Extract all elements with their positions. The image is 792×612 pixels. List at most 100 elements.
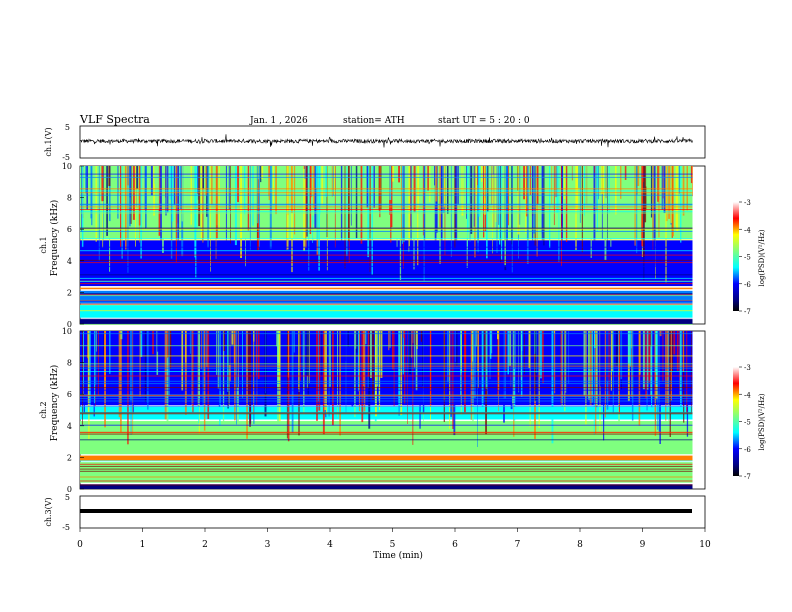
spectrogram-streak	[309, 166, 312, 234]
spectrogram-streak	[340, 166, 343, 250]
spectrogram-streak	[458, 331, 460, 404]
spectrogram-streak	[556, 166, 559, 214]
spectrogram-streak	[529, 331, 531, 427]
spectrogram-streak	[86, 166, 88, 210]
spectrogram-streak	[308, 331, 310, 383]
spectrogram-streak	[601, 166, 603, 194]
colorbar-tick-label: -3	[744, 364, 751, 372]
spectrogram-streak	[658, 166, 660, 238]
spectrogram-band	[80, 455, 693, 461]
xtick-label: 9	[640, 540, 646, 550]
ch1-waveform-panel: 5 -5 ch.1(V)	[44, 123, 706, 162]
spectrogram-streak	[304, 166, 306, 179]
spectrogram-streak	[467, 166, 469, 233]
spectrogram-streak	[258, 331, 260, 379]
spectrogram-streak	[145, 166, 147, 228]
spectrogram-streak	[356, 331, 358, 353]
colorbar-tick-label: -7	[744, 473, 751, 481]
spectrogram-streak	[255, 166, 256, 177]
spectrogram-streak	[324, 331, 326, 410]
spectrogram-streak	[333, 166, 335, 195]
spectrogram-streak	[96, 331, 97, 352]
spectrogram-streak	[440, 166, 443, 256]
colorbar-tick-label: -5	[744, 254, 751, 262]
spectrogram-streak	[521, 331, 523, 351]
spectrogram-streak	[178, 331, 180, 358]
spectrogram-streak	[610, 331, 612, 391]
spectrogram-streak	[540, 331, 542, 379]
spectrogram-streak	[372, 331, 374, 401]
spectrogram-streak	[207, 331, 210, 419]
spectrogram-streak	[563, 166, 566, 200]
spectrogram-streak	[507, 331, 509, 375]
spectrogram-streak	[519, 331, 522, 372]
spectrogram-streak	[447, 166, 449, 214]
spectrogram-streak	[109, 331, 111, 374]
spectrogram-streak	[493, 166, 495, 228]
spectrogram-streak	[350, 166, 352, 226]
spectrogram-streak	[413, 166, 415, 270]
spectrogram-streak	[644, 166, 647, 223]
xtick-label: 8	[577, 540, 583, 550]
spectrogram-streak	[389, 331, 391, 348]
spectrogram-streak	[377, 331, 378, 387]
spectrogram-streak	[444, 166, 446, 255]
spectrogram-streak	[154, 166, 156, 184]
spectrogram-band	[80, 305, 693, 318]
spectrogram-line	[80, 380, 693, 382]
spectrogram-streak	[403, 331, 405, 338]
spectrogram-line	[80, 300, 693, 302]
spectrogram-streak	[200, 166, 203, 240]
colorbar-tick-label: -3	[744, 199, 751, 207]
spectrogram-line	[80, 203, 693, 205]
spectrogram-streak	[483, 166, 485, 238]
spectrogram-streak	[479, 331, 481, 389]
spectrogram-streak	[411, 331, 412, 358]
spectrogram-streak	[476, 166, 478, 196]
spectrogram-line	[80, 227, 693, 229]
ch2-colorbar-ticks: -3 -4 -5 -6 -7	[739, 364, 751, 481]
spectrogram-streak	[310, 166, 313, 198]
spectrogram-streak	[511, 166, 513, 273]
xtick-label: 3	[265, 540, 271, 550]
spectrogram-streak	[477, 166, 478, 186]
spectrogram-streak	[523, 166, 525, 200]
colorbar-tick-label: -6	[744, 446, 751, 454]
spectrogram-streak	[347, 331, 349, 347]
spectrogram-streak	[293, 166, 296, 235]
spectrogram-streak	[326, 166, 328, 271]
ch1-colorbar-ticks: -3 -4 -5 -6 -7	[739, 199, 751, 316]
spectrogram-line	[80, 431, 693, 433]
spectrogram-streak	[390, 166, 393, 228]
spectrogram-streak	[536, 166, 539, 205]
spectrogram-streak	[373, 166, 375, 208]
spectrogram-streak	[442, 166, 445, 214]
spectrogram-line	[80, 188, 693, 190]
spectrogram-line	[80, 265, 693, 267]
spectrogram-streak	[249, 331, 251, 427]
spectrogram-streak	[492, 166, 495, 175]
spectrogram-streak	[414, 331, 416, 368]
spectrogram-streak	[612, 331, 614, 414]
ytick-label: 0	[67, 485, 72, 494]
spectrogram-streak	[84, 331, 87, 368]
spectrogram-streak	[608, 166, 610, 214]
ch1-spectrogram-ylabel-freq: Frequency (kHz)	[49, 200, 60, 277]
spectrogram-streak	[494, 166, 496, 228]
spectrogram-streak	[118, 331, 121, 418]
spectrogram-streak	[470, 166, 473, 234]
spectrogram-line	[80, 280, 693, 282]
spectrogram-streak	[214, 331, 216, 363]
spectrogram-streak	[197, 166, 199, 194]
spectrogram-streak	[215, 166, 217, 259]
spectrogram-streak	[450, 331, 452, 410]
spectrogram-streak	[306, 166, 308, 237]
spectrogram-line	[80, 209, 693, 210]
spectrogram-streak	[206, 331, 208, 368]
spectrogram-line	[80, 262, 693, 264]
spectrogram-streak	[661, 166, 663, 210]
spectrogram-streak	[272, 166, 274, 204]
spectrogram-streak	[472, 331, 474, 427]
spectrogram-streak	[94, 331, 96, 404]
spectrogram-streak	[361, 331, 364, 423]
